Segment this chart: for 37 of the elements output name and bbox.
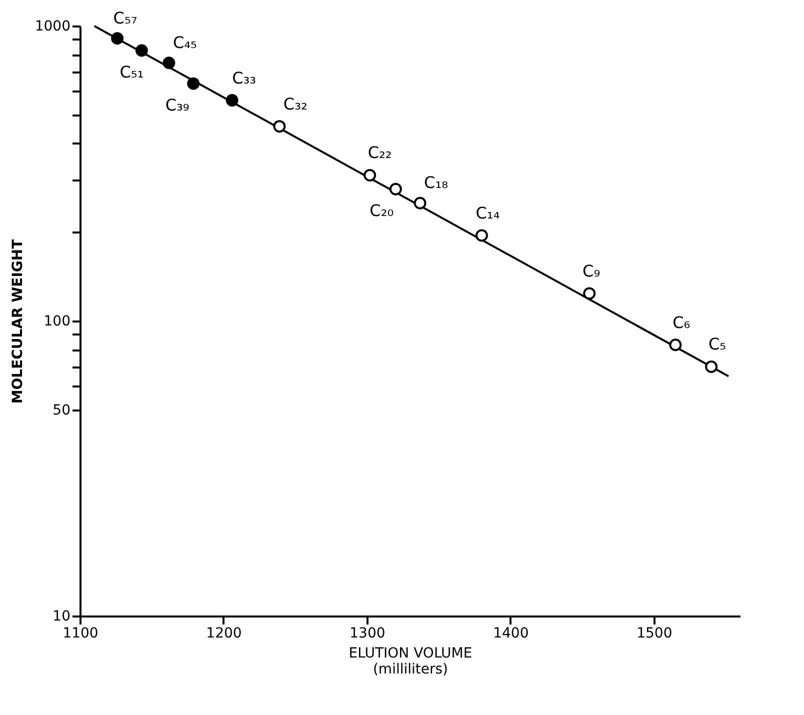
point (226, 94, 238, 107)
y-tick-label: 1000 (34, 18, 70, 34)
x-axis-title: ELUTION VOLUME (milliliters) (348, 646, 472, 678)
x-tick-label: 1500 (636, 626, 672, 642)
annotation: C₅₁ (120, 62, 144, 82)
point (162, 56, 176, 70)
point (135, 44, 148, 57)
annotation: C₁₄ (476, 203, 500, 222)
x-tick-label: 1200 (206, 626, 242, 642)
annotation: C₁₈ (424, 173, 448, 192)
point (273, 120, 286, 133)
y-tick-label: 10 (52, 608, 70, 624)
point (583, 287, 596, 300)
point (364, 168, 376, 182)
annotation: C₂₂ (368, 143, 392, 162)
annotation: C₉ (582, 261, 600, 280)
point (414, 196, 426, 210)
annotation: C₃₉ (165, 96, 190, 115)
annotation: C₄₅ (172, 32, 197, 52)
point (389, 182, 402, 196)
point (475, 229, 488, 242)
annotation: C₃₃ (232, 68, 256, 88)
y-tick-label: 50 (52, 402, 70, 418)
annotation: C₃₂ (283, 94, 308, 114)
point (111, 32, 124, 45)
point (187, 77, 200, 90)
y-tick-label: 100 (44, 314, 70, 330)
x-tick-label: 1400 (493, 626, 529, 642)
annotation: C₅₇ (113, 8, 138, 28)
point (669, 338, 682, 352)
x-tick-label: 1300 (350, 626, 386, 642)
y-axis-title: MOLECULAR WEIGHT (10, 238, 26, 404)
annotation: C₆ (672, 312, 690, 332)
point (705, 360, 718, 373)
annotation: C₅ (708, 334, 726, 354)
annotation: C₂₀ (370, 201, 394, 220)
x-tick-label: 1100 (62, 626, 98, 642)
